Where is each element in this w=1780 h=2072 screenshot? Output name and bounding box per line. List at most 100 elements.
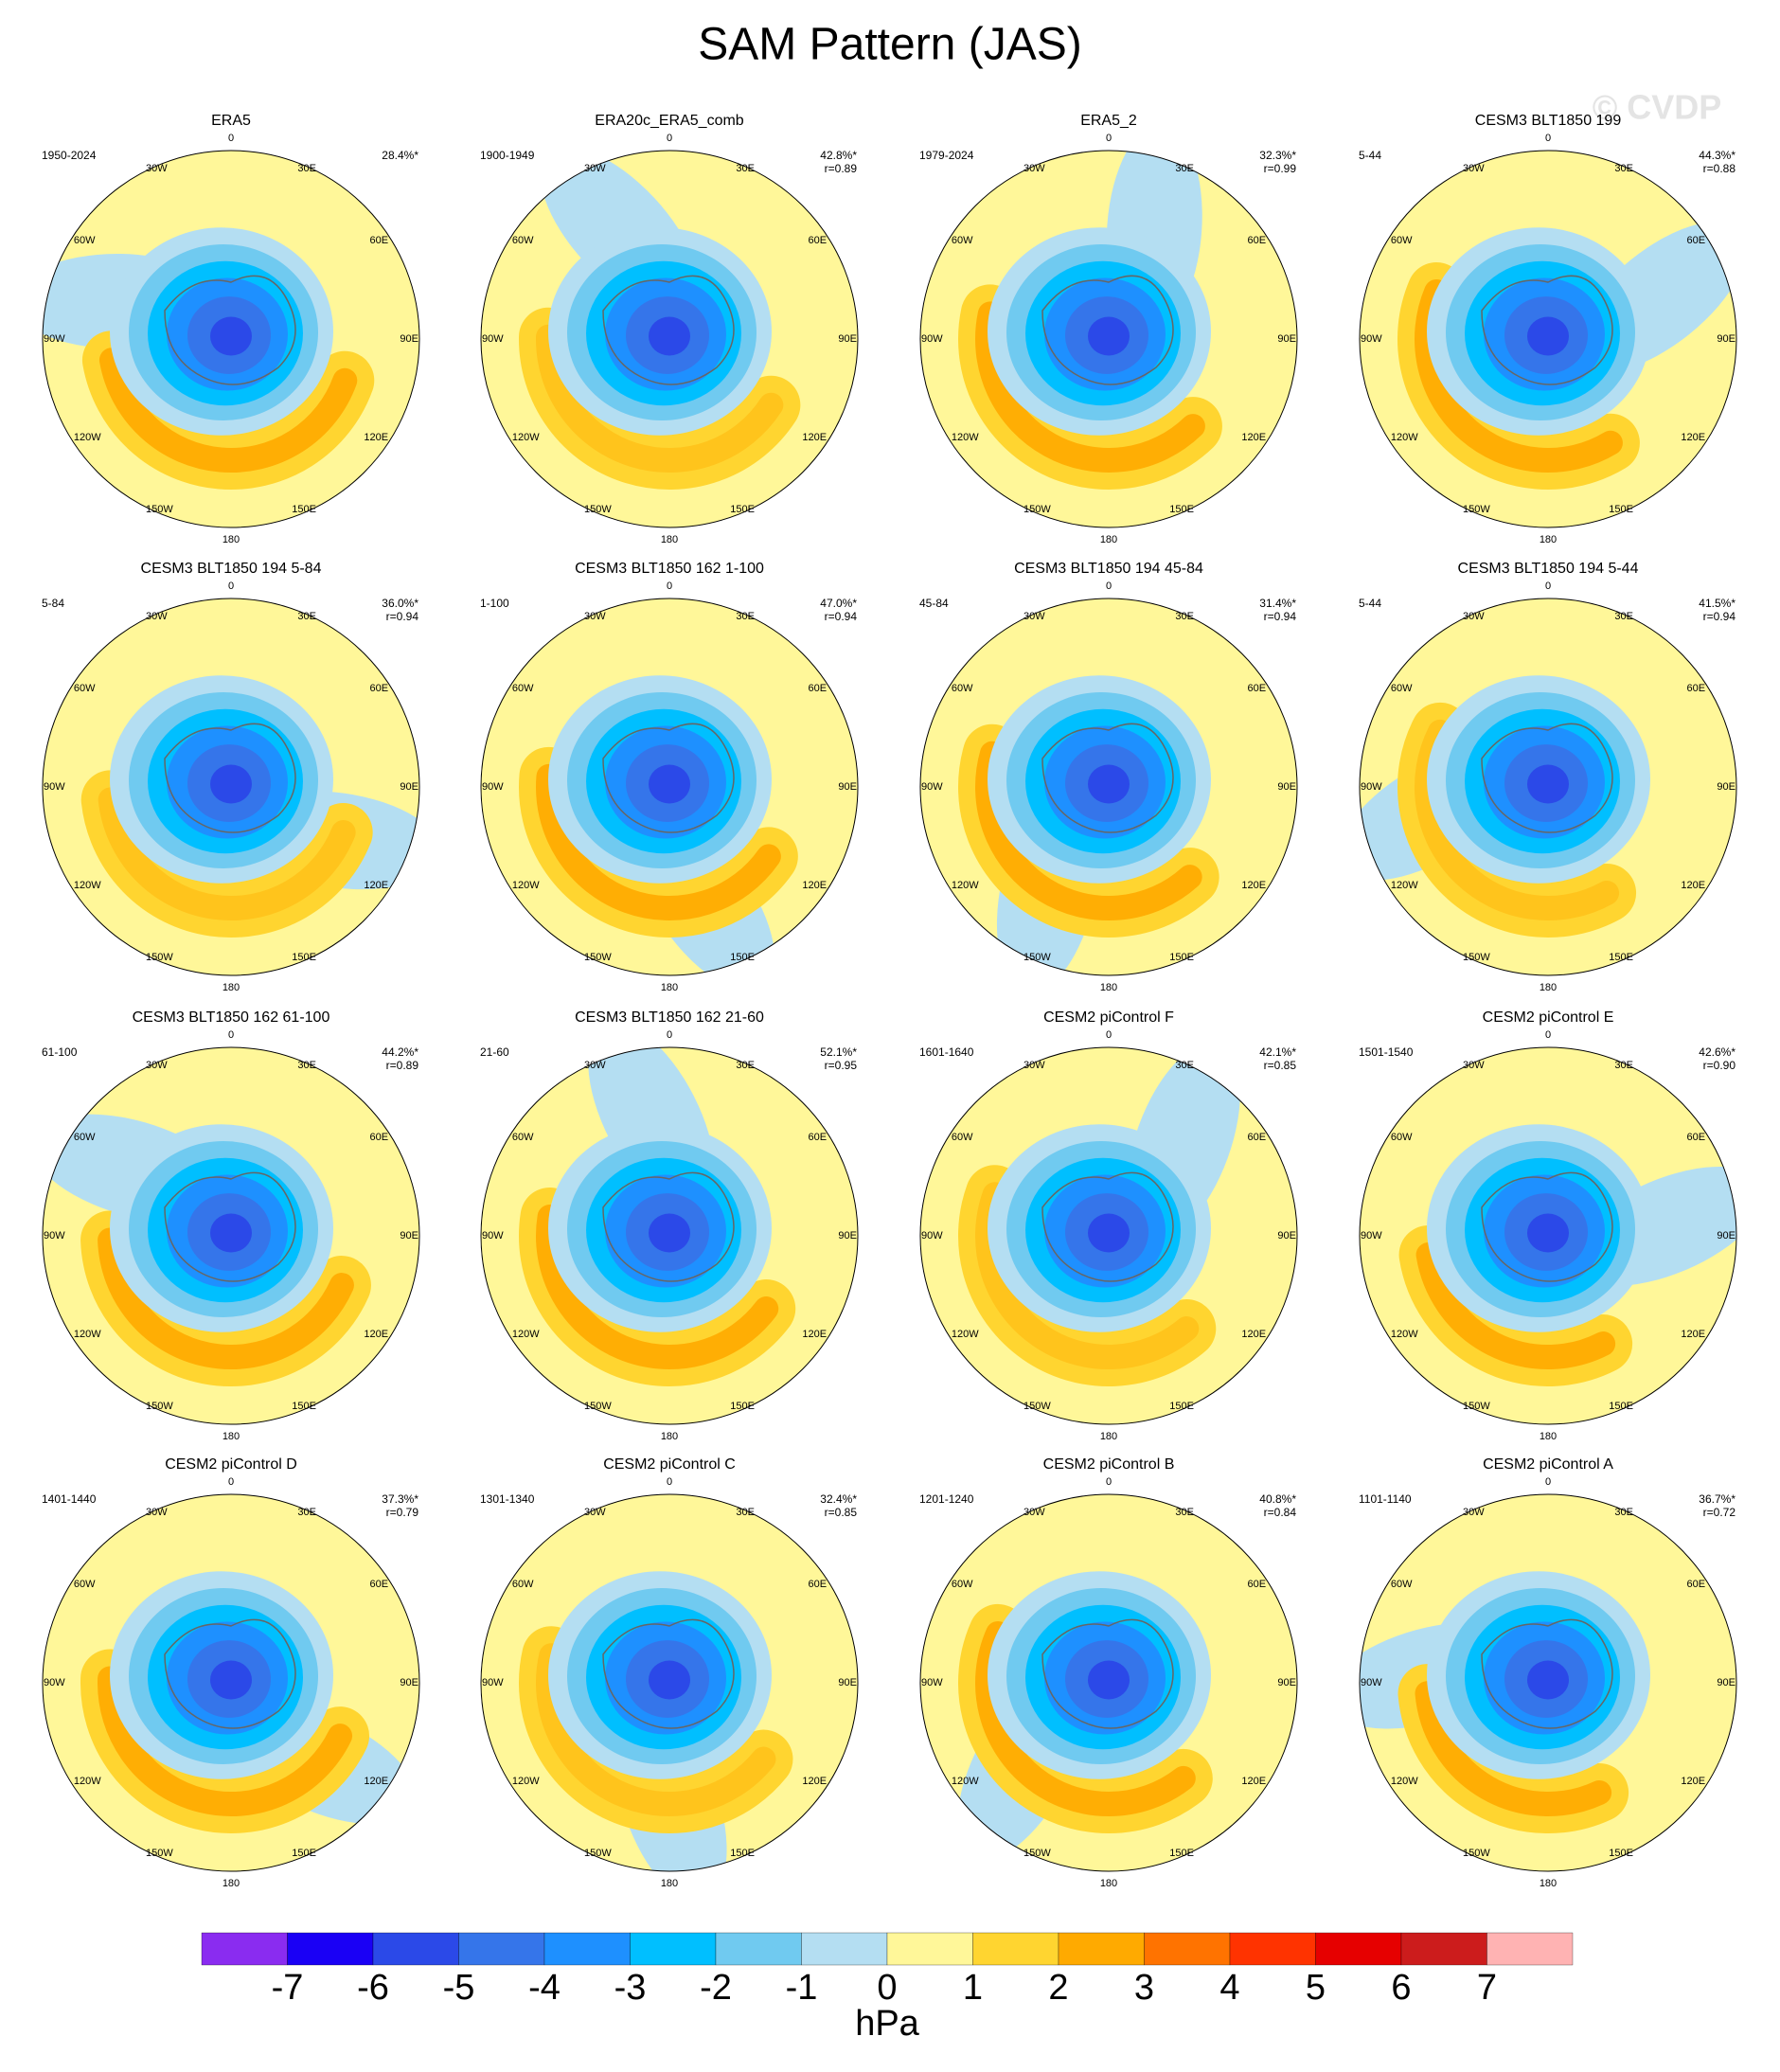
longitude-label: 30W [1463, 163, 1485, 174]
longitude-label: 30E [736, 1060, 755, 1071]
longitude-label: 150W [1024, 952, 1051, 963]
longitude-label: 0 [1545, 1029, 1551, 1041]
longitude-label: 0 [667, 1029, 672, 1041]
longitude-label: 30E [736, 611, 755, 622]
color-box [287, 1932, 374, 1966]
panel-title: CESM2 piControl B [1043, 1456, 1175, 1473]
longitude-label: 60W [512, 683, 534, 694]
color-box [886, 1932, 973, 1966]
longitude-label: 180 [222, 1431, 240, 1442]
longitude-label: 30W [146, 163, 168, 174]
map-fill [481, 1494, 858, 1871]
longitude-label: 60W [952, 1579, 973, 1590]
longitude-label: 90W [1361, 1677, 1382, 1688]
longitude-label: 30W [1463, 611, 1485, 622]
map-panel: CESM2 piControl F 1601-1640 42.1%*r=0.85 0 3… [919, 1009, 1298, 1442]
color-box [715, 1932, 802, 1966]
longitude-label: 150E [1609, 952, 1633, 963]
coastline [164, 723, 296, 833]
longitude-label: 60W [74, 683, 96, 694]
longitude-label: 90E [1717, 1230, 1736, 1241]
map-border [919, 150, 1298, 528]
panel-correlation: r=0.79 [386, 1506, 419, 1519]
coastline [1041, 275, 1174, 385]
panel-title: CESM3 BLT1850 194 5-84 [141, 561, 322, 577]
longitude-label: 90E [1277, 1230, 1296, 1241]
longitude-label: 120W [1391, 880, 1418, 891]
longitude-label: 150W [146, 1848, 173, 1859]
longitude-label: 150E [292, 1401, 316, 1412]
longitude-label: 90E [838, 333, 857, 345]
colorbar-tick-label: 2 [1048, 1968, 1068, 2008]
longitude-label: 30W [146, 1507, 168, 1518]
panel-title: CESM3 BLT1850 162 61-100 [133, 1009, 330, 1026]
longitude-label: 60W [952, 235, 973, 246]
longitude-label: 120W [1391, 432, 1418, 443]
coastline [1481, 1171, 1613, 1282]
panel-correlation: r=0.89 [386, 1059, 419, 1072]
longitude-label: 90E [838, 1677, 857, 1688]
crescent-core [1415, 1242, 1616, 1369]
map-border [480, 1046, 859, 1425]
longitude-label: 90W [482, 333, 504, 345]
panel-percent: 44.3%* [1699, 149, 1736, 162]
low-contour [1527, 1660, 1569, 1700]
map-border [1359, 1493, 1737, 1872]
longitude-label: 150E [730, 1848, 755, 1859]
coastline [602, 275, 735, 385]
color-box [543, 1932, 631, 1966]
crescent-core [975, 1182, 1200, 1369]
longitude-label: 30E [736, 1507, 755, 1518]
colorbar-tick-label: 0 [877, 1968, 897, 2008]
panel-percent: 36.7%* [1699, 1492, 1736, 1506]
longitude-label: 120W [74, 1776, 101, 1787]
longitude-label: 150W [1024, 1848, 1051, 1859]
longitude-label: 30W [584, 611, 606, 622]
map-fill [43, 1494, 419, 1871]
longitude-label: 60W [512, 1132, 534, 1143]
longitude-label: 90W [921, 781, 943, 793]
map-border [480, 1493, 859, 1872]
colorbar-tick-label: -2 [700, 1968, 732, 2008]
longitude-label: 30W [1463, 1060, 1485, 1071]
longitude-label: 120E [1681, 432, 1705, 443]
longitude-label: 90W [921, 1677, 943, 1688]
longitude-label: 90W [1361, 333, 1382, 345]
low-contour [649, 316, 690, 356]
panel-title: ERA5 [211, 113, 251, 129]
longitude-label: 0 [1106, 1476, 1112, 1488]
map-fill [43, 598, 419, 975]
longitude-label: 150W [1463, 1401, 1490, 1412]
longitude-label: 30E [297, 1507, 316, 1518]
colorbar-tick-label: -4 [528, 1968, 561, 2008]
longitude-label: 30E [297, 611, 316, 622]
longitude-label: 180 [222, 1878, 240, 1889]
longitude-label: 60E [809, 1132, 828, 1143]
crescent-core [536, 1204, 779, 1369]
longitude-label: 0 [667, 1476, 672, 1488]
panel-period: 5-44 [1359, 597, 1381, 610]
longitude-label: 90E [1277, 333, 1296, 345]
crescent-core [536, 1643, 776, 1816]
longitude-label: 180 [1100, 1878, 1117, 1889]
panel-percent: 44.2%* [382, 1045, 418, 1059]
map-panel: CESM3 BLT1850 194 45-84 45-84 31.4%*r=0.94… [919, 561, 1298, 993]
longitude-label: 90W [921, 1230, 943, 1241]
longitude-label: 120E [1241, 1329, 1266, 1340]
longitude-label: 60E [809, 1579, 828, 1590]
longitude-label: 90E [1277, 781, 1296, 793]
longitude-label: 60W [512, 1579, 534, 1590]
longitude-label: 150E [1169, 504, 1194, 515]
panel-percent: 42.1%* [1259, 1045, 1296, 1059]
map-fill [920, 151, 1297, 527]
longitude-label: 60E [370, 235, 389, 246]
longitude-label: 60E [1248, 1579, 1267, 1590]
longitude-label: 150W [146, 504, 173, 515]
longitude-label: 0 [1106, 133, 1112, 144]
longitude-label: 30W [584, 1060, 606, 1071]
crescent [958, 1165, 1217, 1386]
panel-period: 1501-1540 [1359, 1045, 1414, 1059]
longitude-label: 0 [667, 581, 672, 592]
longitude-label: 120W [952, 1329, 979, 1340]
longitude-label: 60W [74, 1132, 96, 1143]
